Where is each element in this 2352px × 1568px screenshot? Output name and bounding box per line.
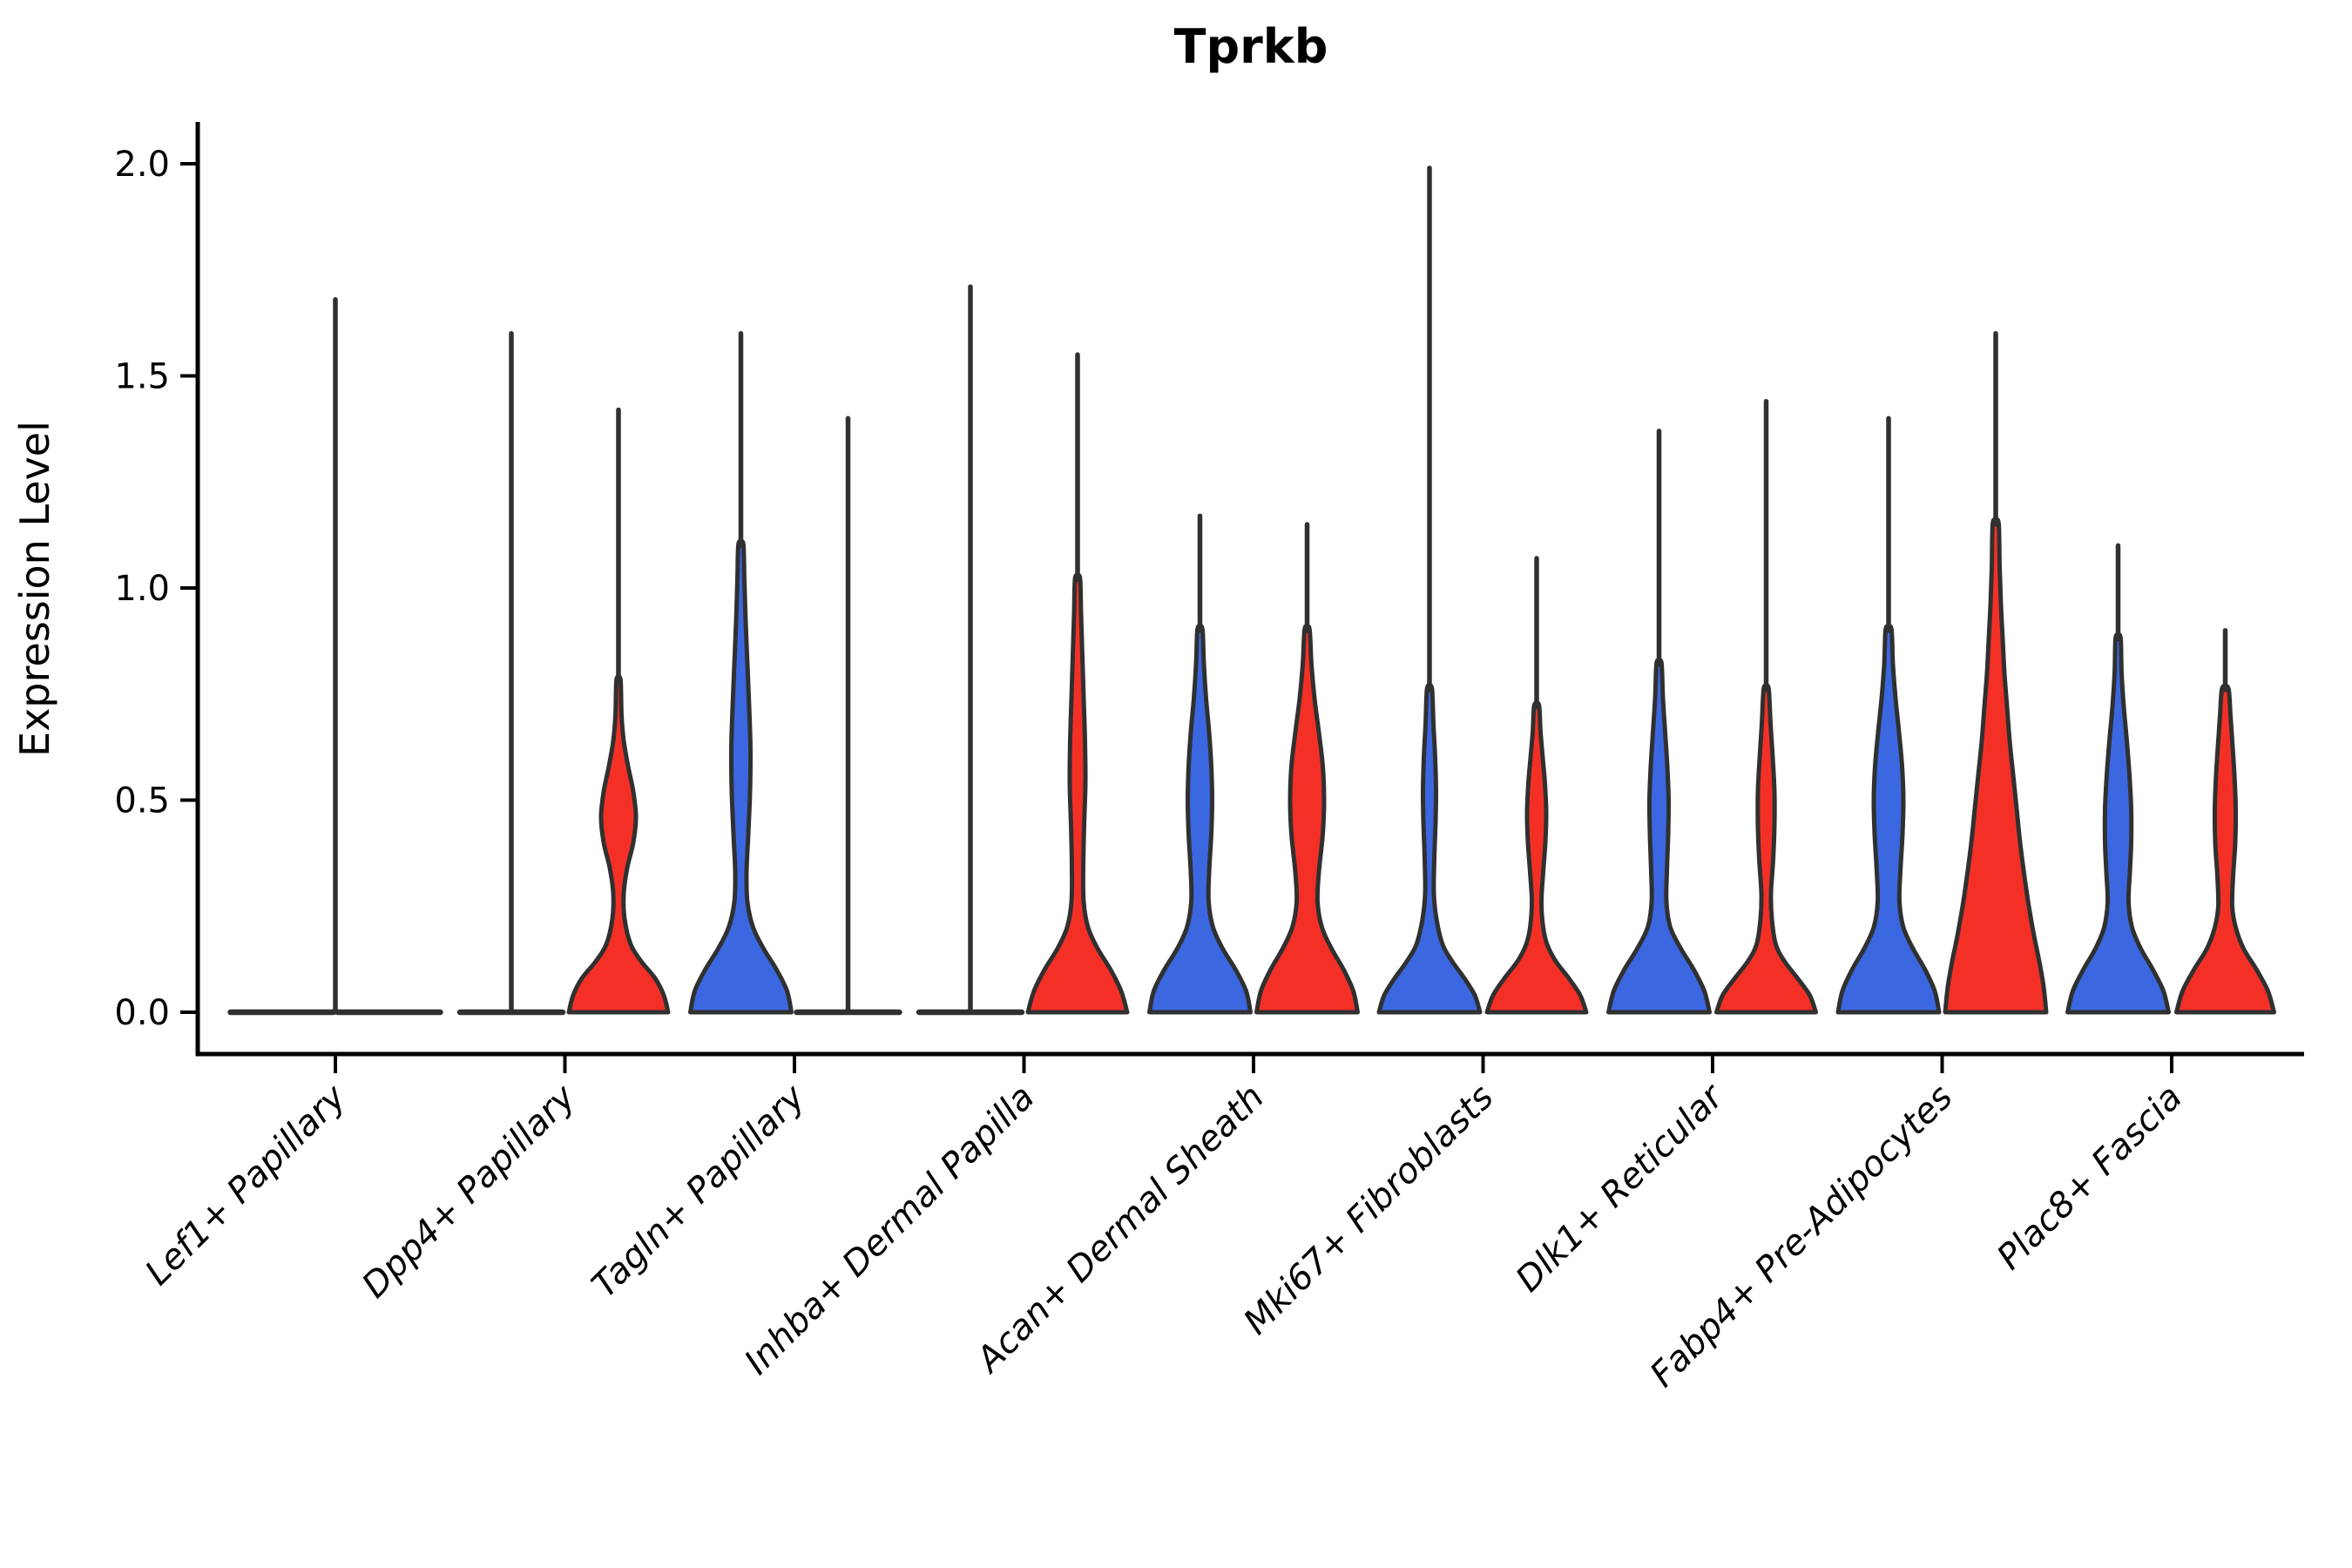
x-tick-label: Lef1+ Papillary bbox=[138, 1077, 355, 1294]
violin-3-red bbox=[1025, 573, 1130, 1015]
violin-7-blue bbox=[1835, 624, 1942, 1015]
y-tick-label: 0.5 bbox=[114, 781, 170, 821]
violin-5-red bbox=[1484, 700, 1589, 1015]
violin-6-red bbox=[1714, 683, 1818, 1015]
violin-5-blue bbox=[1376, 683, 1483, 1015]
axes-layer bbox=[180, 122, 2304, 1073]
violin-6-blue bbox=[1606, 658, 1712, 1015]
violin-8-red bbox=[2174, 684, 2276, 1015]
violin-1-red bbox=[566, 674, 671, 1015]
x-tick-label: Dpp4+ Papillary bbox=[355, 1077, 584, 1306]
x-tick-label: Tagln+ Papillary bbox=[585, 1077, 814, 1306]
x-tick-label: Dlk1+ Reticular bbox=[1509, 1076, 1733, 1300]
violin-7-red bbox=[1943, 517, 2049, 1015]
y-tick-label: 1.0 bbox=[114, 569, 170, 609]
violins-layer bbox=[227, 166, 2276, 1016]
x-tick-label: Plac8+ Fascia bbox=[1990, 1078, 2190, 1278]
y-tick-label: 0.0 bbox=[114, 993, 170, 1033]
violin-8-blue bbox=[2065, 632, 2171, 1015]
violin-4-blue bbox=[1147, 624, 1253, 1015]
y-axis-label: Expression Level bbox=[11, 421, 58, 757]
violin-4-red bbox=[1254, 624, 1360, 1015]
x-tick-label: Mki67+ Fibroblasts bbox=[1236, 1078, 1502, 1343]
y-tick-label: 2.0 bbox=[114, 145, 170, 185]
chart-title: Tprkb bbox=[1174, 19, 1328, 74]
violin-2-blue bbox=[688, 539, 794, 1015]
y-tick-label: 1.5 bbox=[114, 357, 170, 397]
